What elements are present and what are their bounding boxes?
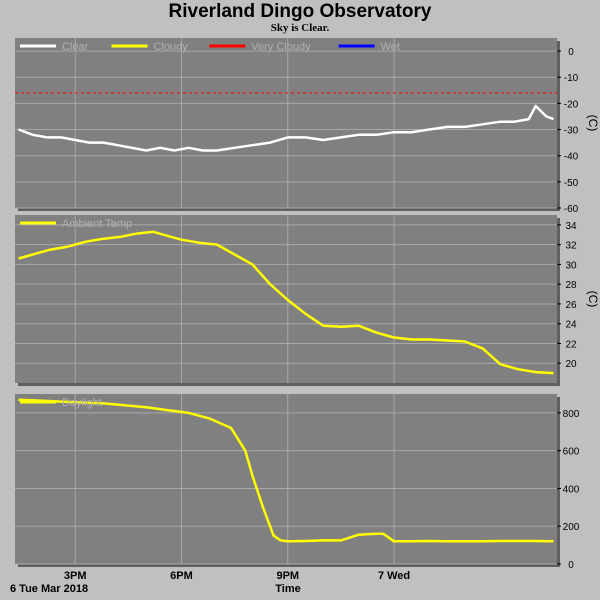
y-tick-label: -20 xyxy=(564,99,579,110)
y-tick-label: 20 xyxy=(565,359,577,370)
y-tick-label: -40 xyxy=(564,152,579,163)
y-tick-label: 0 xyxy=(568,47,574,58)
y-tick-label: 32 xyxy=(565,241,577,252)
y-tick-label: 28 xyxy=(565,280,577,291)
y-tick-label: 22 xyxy=(565,339,577,350)
legend-label: Ambient Temp xyxy=(62,218,132,230)
y-tick-label: 34 xyxy=(565,221,577,232)
legend-label: Wet xyxy=(381,41,400,53)
y-tick-label: 600 xyxy=(563,447,580,458)
y-tick-label: -50 xyxy=(564,178,579,189)
x-axis-label: Time xyxy=(275,583,300,595)
y-tick-label: 400 xyxy=(563,484,580,495)
series-line-ambient-temp xyxy=(18,230,554,375)
x-start-label: 6 Tue Mar 2018 xyxy=(10,583,88,595)
x-tick-label: 3PM xyxy=(64,570,87,582)
y-tick-label: -60 xyxy=(564,204,579,215)
y-tick-label: 800 xyxy=(563,409,580,420)
chart-subtitle: Sky is Clear. xyxy=(270,22,330,34)
series-line-daylight xyxy=(18,398,554,543)
y-tick-label: 26 xyxy=(565,300,577,311)
x-tick-label: 7 Wed xyxy=(378,570,410,582)
sky-temperature-panel xyxy=(15,38,557,208)
y-tick-label: -10 xyxy=(564,73,579,84)
y-tick-label: 0 xyxy=(568,560,574,571)
y-tick-label: -30 xyxy=(564,126,579,137)
y-tick-label: 24 xyxy=(565,320,577,331)
x-tick-label: 6PM xyxy=(170,570,193,582)
y-tick-label: 200 xyxy=(563,522,580,533)
series-line-clear xyxy=(18,104,554,152)
unit-label: (C) xyxy=(586,291,600,308)
legend-label: Clear xyxy=(62,41,89,53)
y-tick-label: 30 xyxy=(565,260,577,271)
chart-title: Riverland Dingo Observatory xyxy=(168,1,432,22)
legend-label: Daylight xyxy=(62,397,102,409)
legend-label: Very Cloudy xyxy=(251,41,311,53)
legend-label: Cloudy xyxy=(154,41,189,53)
daylight-panel xyxy=(15,394,557,564)
unit-label: (C) xyxy=(586,115,600,132)
x-tick-label: 9PM xyxy=(276,570,299,582)
